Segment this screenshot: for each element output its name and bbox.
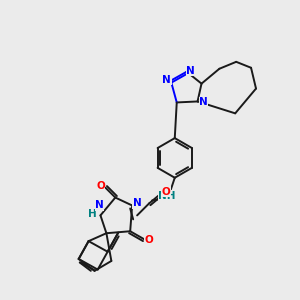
Text: H: H [88,209,97,219]
Text: O: O [145,235,153,245]
Text: N: N [163,75,171,85]
Text: O: O [161,187,170,196]
Text: NH: NH [158,190,175,201]
Text: N: N [199,98,208,107]
Text: N: N [186,66,195,76]
Text: N: N [133,199,142,208]
Text: N: N [95,200,104,211]
Text: O: O [96,181,105,191]
